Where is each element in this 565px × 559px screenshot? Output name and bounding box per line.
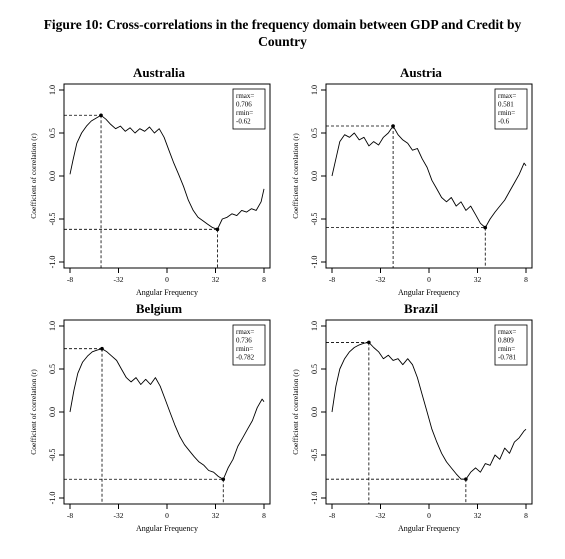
x-tick-label: 32 <box>212 511 220 520</box>
legend-line-3: rmin= <box>498 345 515 353</box>
x-tick-label: -32 <box>376 511 386 520</box>
x-tick-label: 8 <box>262 511 266 520</box>
legend-line-4: -0.781 <box>498 354 517 362</box>
x-tick-label: -8 <box>67 275 73 284</box>
x-tick-label: 8 <box>262 275 266 284</box>
series-line <box>69 348 265 480</box>
x-tick-label: 32 <box>212 275 220 284</box>
x-tick-label: 8 <box>524 511 528 520</box>
x-tick-label: 0 <box>427 511 431 520</box>
y-tick-label: -1.0 <box>310 492 319 505</box>
x-tick-label: 32 <box>474 275 482 284</box>
legend-line-2: 0.581 <box>498 101 514 109</box>
x-tick-label: -8 <box>329 511 335 520</box>
y-tick-label: 1.0 <box>48 321 57 331</box>
legend-box <box>494 88 528 130</box>
y-tick-label: -0.5 <box>310 449 319 462</box>
x-tick-label: 8 <box>524 275 528 284</box>
y-tick-label: 0.5 <box>310 364 319 374</box>
legend-line-2: 0.706 <box>236 101 252 109</box>
x-tick-label: -8 <box>67 511 73 520</box>
y-tick-label: -0.5 <box>48 449 57 462</box>
legend-line-3: rmin= <box>498 109 515 117</box>
y-tick-label: -0.5 <box>310 213 319 226</box>
y-tick-label: 1.0 <box>48 85 57 95</box>
chart-panel-brazil: Brazil 1.0 0.5 0.0 -0.5 -1.0 Coefficient of co… <box>291 301 533 533</box>
chart-title: Brazil <box>404 301 438 316</box>
x-axis-label: Angular Frequency <box>136 288 198 297</box>
y-tick-label: 0.0 <box>310 407 319 417</box>
figure-title-line-1: Figure 10: Cross-correlations in the fre… <box>43 17 522 32</box>
y-tick-label: 1.0 <box>310 321 319 331</box>
rmax-point <box>367 340 371 345</box>
chart-panel-belgium: Belgium 1.0 0.5 0.0 -0.5 -1.0 Coefficient of c… <box>29 301 271 533</box>
y-tick-label: 0.0 <box>48 171 57 181</box>
series-line <box>69 114 265 230</box>
chart-panel-austria: Austria 1.0 0.5 0.0 -0.5 -1.0 Coefficient of c… <box>291 65 533 297</box>
y-tick-label: 0.5 <box>48 128 57 138</box>
legend-box <box>232 88 266 130</box>
y-tick-label: 0.0 <box>310 171 319 181</box>
y-axis-label: Coefficient of correlation (r) <box>29 133 38 219</box>
y-axis-label: Coefficient of correlation (r) <box>29 369 38 455</box>
legend-line-2: 0.736 <box>236 337 252 345</box>
rmin-point <box>215 227 220 232</box>
rmin-point <box>483 225 488 230</box>
legend-line-4: -0.782 <box>236 354 255 362</box>
chart-panel-australia: Australia 1.0 0.5 0.0 -0.5 -1.0 Coefficient of… <box>29 65 271 297</box>
y-tick-label: 0.0 <box>48 407 57 417</box>
rmin-point <box>464 477 468 481</box>
x-tick-label: 0 <box>165 275 169 284</box>
rmax-point <box>99 113 103 118</box>
x-tick-label: -32 <box>114 511 124 520</box>
y-tick-label: 1.0 <box>310 85 319 95</box>
y-axis-label: Coefficient of correlation (r) <box>291 369 300 455</box>
chart-title: Belgium <box>136 301 182 316</box>
chart-title: Australia <box>133 65 186 80</box>
legend-line-1: rmax= <box>498 92 516 100</box>
y-tick-label: -1.0 <box>48 256 57 269</box>
x-tick-label: 0 <box>165 511 169 520</box>
legend-box <box>232 324 266 366</box>
x-tick-label: 0 <box>427 275 431 284</box>
legend-box <box>494 324 528 366</box>
y-tick-label: 0.5 <box>310 128 319 138</box>
x-tick-label: -32 <box>114 275 124 284</box>
rmax-point <box>391 124 395 128</box>
rmin-point <box>221 477 226 482</box>
legend-line-2: 0.809 <box>498 337 514 345</box>
legend-line-4: -0.6 <box>498 118 510 126</box>
rmax-point <box>100 346 104 351</box>
x-tick-label: 32 <box>474 511 482 520</box>
legend-line-3: rmin= <box>236 345 253 353</box>
figure-title-line-2: Country <box>258 34 307 49</box>
x-axis-label: Angular Frequency <box>398 288 460 297</box>
figure-title: Figure 10: Cross-correlations in the fre… <box>0 16 565 50</box>
y-tick-label: 0.5 <box>48 364 57 374</box>
y-tick-label: -0.5 <box>48 213 57 226</box>
legend-line-3: rmin= <box>236 109 253 117</box>
series-line <box>331 341 527 480</box>
x-tick-label: -8 <box>329 275 335 284</box>
y-axis-label: Coefficient of correlation (r) <box>291 133 300 219</box>
y-tick-label: -1.0 <box>310 256 319 269</box>
legend-line-1: rmax= <box>236 328 254 336</box>
series-line <box>331 125 527 229</box>
x-axis-label: Angular Frequency <box>136 524 198 533</box>
y-tick-label: -1.0 <box>48 492 57 505</box>
legend-line-1: rmax= <box>236 92 254 100</box>
x-tick-label: -32 <box>376 275 386 284</box>
legend-line-4: -0.62 <box>236 118 251 126</box>
x-axis-label: Angular Frequency <box>398 524 460 533</box>
legend-line-1: rmax= <box>498 328 516 336</box>
chart-title: Austria <box>400 65 442 80</box>
